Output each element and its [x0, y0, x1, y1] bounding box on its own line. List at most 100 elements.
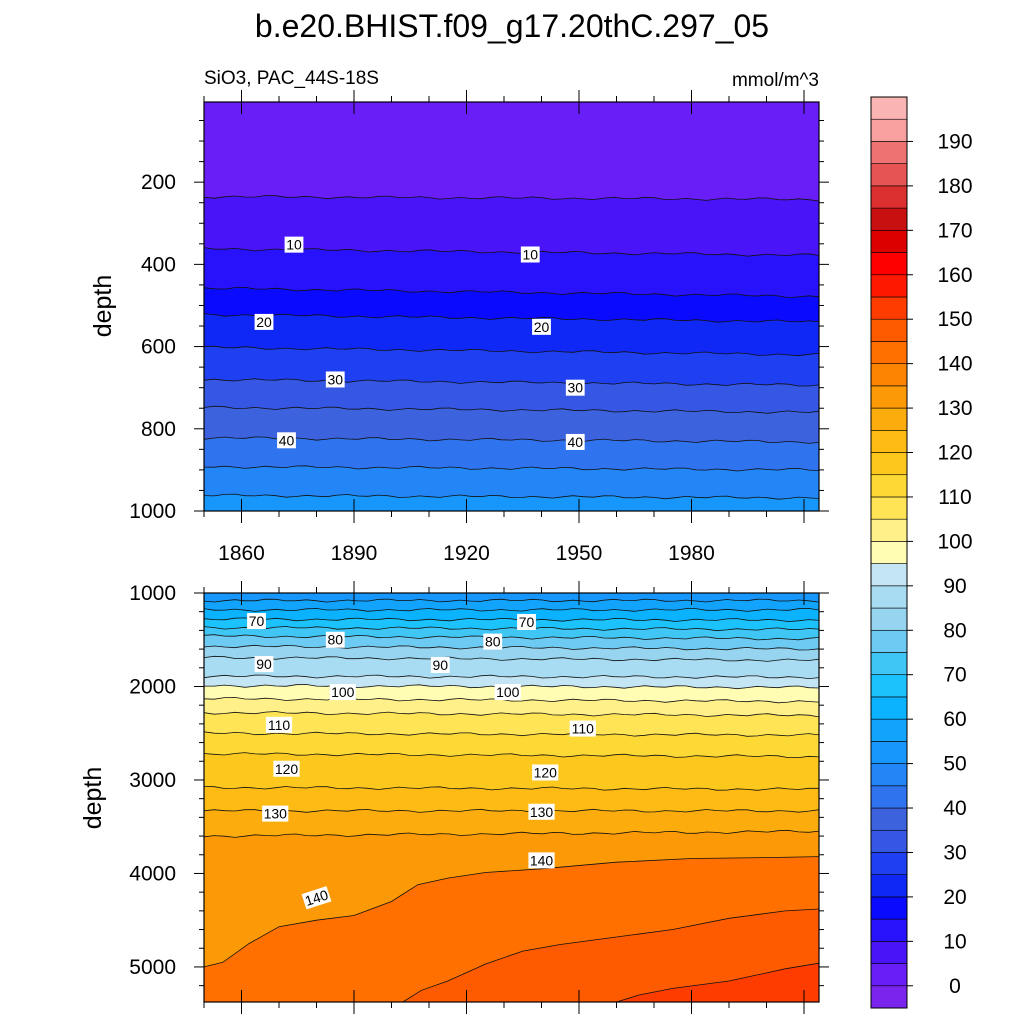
upper-band-50: [204, 494, 819, 511]
contour-label-text: 10: [286, 237, 302, 253]
contour-label-text: 10: [522, 247, 538, 263]
contour-label-box: [265, 716, 293, 733]
upper-contour-10: [204, 247, 819, 257]
contour-label-text: 120: [534, 764, 558, 780]
contour-label-text: 80: [485, 634, 501, 650]
colorbar-box: [870, 807, 908, 831]
contour-label-box: [565, 433, 585, 450]
lower-contour-label: 70: [247, 613, 266, 630]
lower-contour-label: 70: [517, 613, 536, 630]
colorbar-box: [870, 407, 908, 431]
contour-label-box: [520, 246, 540, 263]
contour-label-text: 140: [303, 886, 330, 909]
lower-contour-150: [616, 962, 819, 1002]
contour-label-text: 40: [567, 434, 583, 450]
upper-contour-label: 30: [565, 379, 585, 396]
contour-label-box: [284, 236, 304, 253]
colorbar-box: [870, 429, 908, 453]
lower-contour-100: [204, 696, 819, 704]
colorbar-box: [870, 763, 908, 787]
contour-label-box: [565, 379, 585, 396]
colorbar-box: [870, 385, 908, 409]
colorbar-tick-label: 30: [943, 841, 966, 864]
units-label: mmol/m^3: [732, 70, 819, 91]
lower-contour-label: 120: [532, 764, 559, 781]
upper-x-tick-label: 1950: [556, 542, 603, 565]
lower-contour-label: 80: [483, 633, 503, 650]
contour-label-box: [430, 656, 450, 673]
colorbar: 0 10 20 30 40 50 60 70 80 90 100 110 120 130 140 150 160…: [870, 96, 973, 1009]
contour-label-text: 30: [567, 380, 583, 396]
lower-band-145: [402, 909, 819, 1002]
colorbar-box: [870, 318, 908, 342]
lower-contour-label: 80: [325, 631, 345, 648]
colorbar-box: [870, 718, 908, 742]
lower-contour-70: [204, 626, 819, 632]
lower-y-tick-label: 1000: [129, 582, 176, 605]
upper-plot-frame: [203, 101, 820, 512]
colorbar-tick-label: 40: [943, 797, 966, 820]
colorbar-tick-label: 120: [937, 442, 972, 465]
lower-plot-frame: [203, 592, 820, 1003]
upper-contour-25: [204, 345, 819, 357]
contour-label-text: 130: [530, 804, 554, 820]
upper-contour-15: [204, 286, 819, 299]
lower-contour-130: [204, 829, 819, 838]
lower-contour-140: [204, 856, 819, 968]
contour-label-box: [247, 613, 266, 630]
upper-x-tick-label: 1920: [443, 542, 490, 565]
colorbar-box: [870, 896, 908, 920]
lower-contour-105: [204, 711, 819, 718]
lower-contour-115: [204, 752, 819, 758]
upper-contour-20: [204, 313, 819, 323]
lower-contour-75: [204, 634, 819, 641]
lower-contour-110: [204, 731, 819, 737]
upper-contour-labels: 10 10 20 20 30 30 40 40: [254, 236, 585, 450]
contour-label-text: 90: [256, 656, 272, 672]
colorbar-box: [870, 585, 908, 609]
colorbar-tick-label: 140: [937, 353, 972, 376]
lower-contour-90: [204, 674, 819, 680]
contour-label-box: [494, 684, 521, 701]
upper-y-tick-label: 200: [141, 171, 176, 194]
lower-contour-label: 120: [273, 760, 300, 777]
colorbar-box: [870, 230, 908, 253]
lower-contour-125: [204, 808, 819, 813]
contour-label-box: [262, 805, 289, 822]
upper-contour-label: 30: [325, 371, 345, 388]
upper-x-tick-label: 1860: [218, 542, 265, 565]
colorbar-box: [870, 141, 908, 164]
colorbar-tick-label: 160: [937, 264, 972, 287]
upper-x-tick-label: 1980: [668, 542, 715, 565]
colorbar-box: [870, 496, 908, 520]
upper-y-tick-label: 1000: [129, 500, 176, 523]
upper-contour-label: 40: [277, 432, 296, 449]
contour-label-box: [273, 760, 300, 777]
colorbar-tick-label: 130: [937, 397, 972, 420]
contour-label-text: 70: [249, 613, 265, 629]
contour-label-text: 40: [279, 432, 295, 448]
colorbar-box: [870, 341, 908, 364]
lower-contour-label: 110: [265, 716, 293, 733]
upper-y-tick-label: 400: [141, 253, 176, 276]
colorbar-box: [870, 274, 908, 298]
colorbar-box: [870, 741, 908, 764]
colorbar-tick-label: 60: [943, 708, 966, 731]
contour-label-box: [325, 371, 345, 388]
upper-contour-40: [204, 436, 819, 444]
colorbar-box: [870, 96, 908, 120]
colorbar-box: [870, 829, 908, 853]
contour-label-box: [528, 852, 555, 869]
colorbar-box: [870, 852, 908, 875]
upper-contour-label: 20: [532, 318, 551, 335]
colorbar-box: [870, 207, 908, 231]
contour-label-text: 90: [432, 657, 448, 673]
colorbar-box: [870, 874, 908, 898]
colorbar-box: [870, 652, 908, 676]
contour-label-text: 120: [275, 761, 299, 777]
upper-contour-label: 10: [520, 246, 540, 263]
contour-label-text: 70: [519, 614, 535, 630]
